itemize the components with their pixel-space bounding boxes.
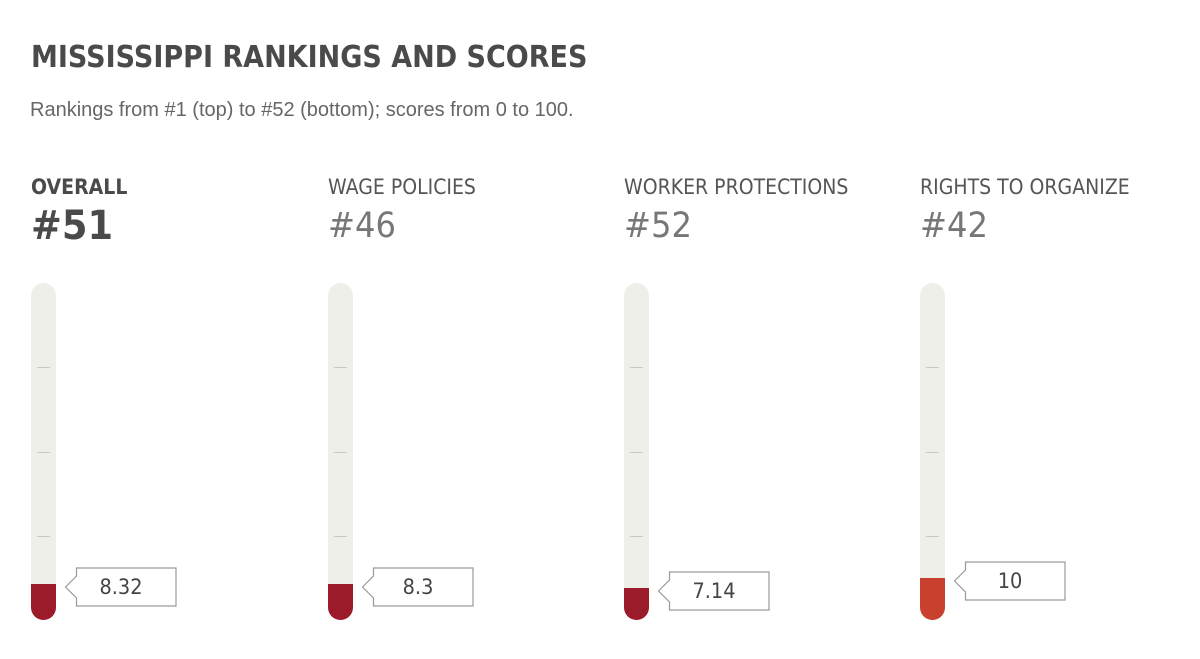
gridline-tick <box>37 535 50 537</box>
score-track <box>920 283 945 620</box>
score-bar <box>920 578 945 620</box>
meter-overall: OVERALL #51 8.32 <box>31 0 321 659</box>
score-track <box>31 283 56 620</box>
category-label: WAGE POLICIES <box>328 175 476 199</box>
score-track <box>328 283 353 620</box>
gridline-tick <box>37 367 50 369</box>
score-value: 7.14 <box>692 578 736 603</box>
rank-value: #51 <box>31 203 114 249</box>
score-bar <box>624 587 649 620</box>
gridline-tick <box>926 451 939 453</box>
gridline-tick <box>334 367 347 369</box>
score-value: 8.3 <box>402 575 434 600</box>
rank-value: #52 <box>624 206 692 246</box>
meter-wage-policies: WAGE POLICIES #46 8.3 <box>328 0 618 659</box>
gridline-tick <box>37 451 50 453</box>
gridline-tick <box>630 367 643 369</box>
score-value: 8.32 <box>99 574 143 599</box>
category-label: RIGHTS TO ORGANIZE <box>920 175 1130 199</box>
callout-box <box>657 571 770 611</box>
score-value: 10 <box>997 569 1023 594</box>
category-label: OVERALL <box>31 175 128 199</box>
gridline-tick <box>630 535 643 537</box>
meter-worker-protections: WORKER PROTECTIONS #52 7.14 <box>624 0 914 659</box>
score-bar <box>328 584 353 620</box>
score-bar <box>31 583 56 620</box>
callout-box <box>64 567 177 607</box>
meter-rights-to-organize: RIGHTS TO ORGANIZE #42 10 <box>920 0 1200 659</box>
rank-value: #42 <box>920 206 988 246</box>
gridline-tick <box>926 367 939 369</box>
rank-value: #46 <box>328 206 396 246</box>
gridline-tick <box>630 451 643 453</box>
category-label: WORKER PROTECTIONS <box>624 175 849 199</box>
gridline-tick <box>334 535 347 537</box>
page-title: MISSISSIPPI RANKINGS AND SCORES <box>31 40 588 75</box>
page-subtitle: Rankings from #1 (top) to #52 (bottom); … <box>30 99 574 121</box>
callout-box <box>953 561 1066 601</box>
gridline-tick <box>334 451 347 453</box>
callout-box <box>361 567 474 607</box>
score-track <box>624 283 649 620</box>
gridline-tick <box>926 535 939 537</box>
